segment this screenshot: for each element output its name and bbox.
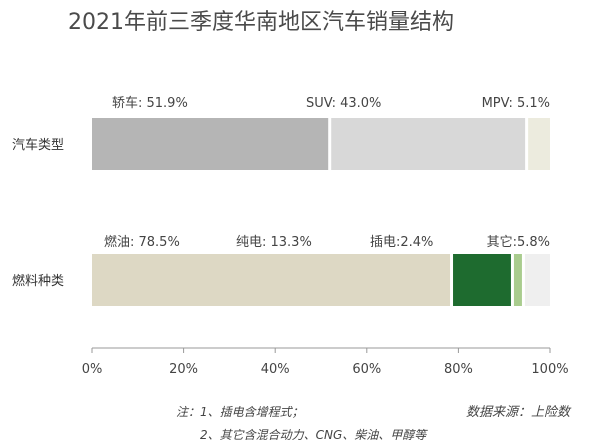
bar-segment — [524, 254, 550, 306]
data-label: SUV: 43.0% — [306, 96, 381, 111]
data-label: 燃油: 78.5% — [104, 234, 180, 250]
chart-title: 2021年前三季度华南地区汽车销量结构 — [68, 10, 454, 35]
data-label: MPV: 5.1% — [482, 96, 550, 111]
bar-segment — [453, 254, 511, 306]
x-tick-label: 40% — [261, 362, 290, 377]
bar-segment — [92, 254, 451, 306]
data-label: 其它:5.8% — [487, 234, 550, 250]
data-label: 插电:2.4% — [370, 235, 433, 250]
x-tick-label: 60% — [352, 362, 381, 377]
x-tick-label: 0% — [82, 362, 103, 377]
bar-segment — [92, 118, 329, 170]
data-label: 轿车: 51.9% — [112, 95, 188, 111]
footnote-2: 2、其它含混合动力、CNG、柴油、甲醇等 — [200, 428, 427, 442]
bar-segment — [528, 118, 550, 170]
data-source: 数据来源：上险数 — [466, 405, 571, 420]
footnote-1: 注：1、插电含增程式； — [176, 405, 304, 419]
x-tick-label: 100% — [531, 362, 568, 377]
x-tick-label: 80% — [444, 362, 473, 377]
data-label: 纯电: 13.3% — [236, 235, 312, 250]
bar-segment — [513, 254, 522, 306]
category-label: 燃料种类 — [12, 273, 64, 289]
x-tick-label: 20% — [169, 362, 198, 377]
bar-segment — [331, 118, 526, 170]
category-label: 汽车类型 — [12, 137, 64, 153]
